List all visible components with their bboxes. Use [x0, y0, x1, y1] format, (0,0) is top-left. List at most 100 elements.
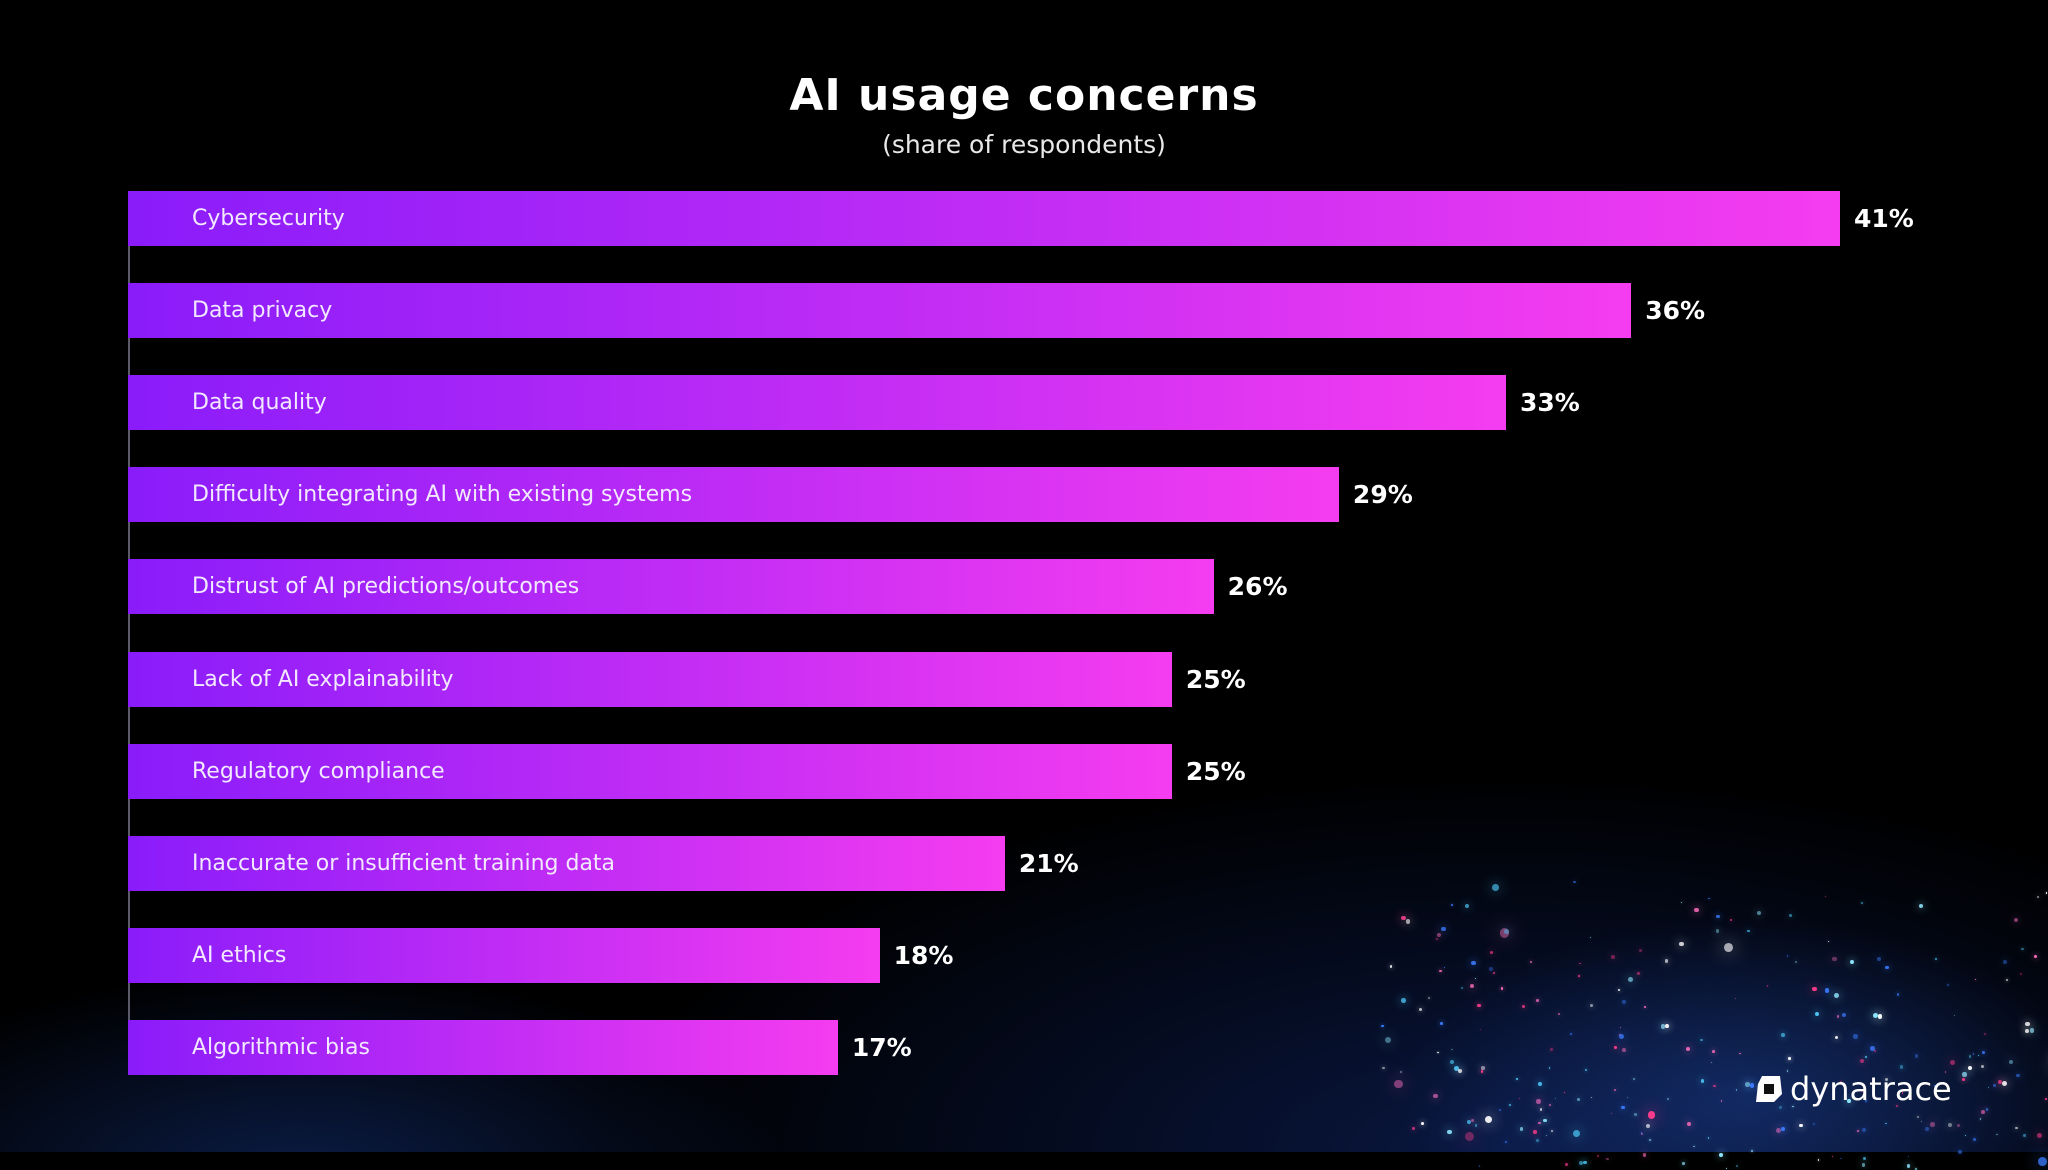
particle: [1611, 1113, 1613, 1115]
particle: [2002, 960, 2007, 964]
particle: [1660, 1024, 1665, 1029]
particle: [1464, 903, 1469, 908]
particle: [1557, 1012, 1560, 1015]
particle: [1839, 1081, 1842, 1084]
particle: [1747, 929, 1751, 933]
particle: [1841, 1013, 1846, 1018]
particle: [1584, 1068, 1587, 1071]
particle: [1529, 960, 1532, 963]
particle: [1543, 1118, 1547, 1123]
particle: [1508, 1103, 1511, 1106]
bar: [128, 743, 1172, 799]
particle: [1579, 962, 1581, 965]
particle: [1611, 954, 1615, 959]
particle: [1788, 913, 1792, 918]
bar: [128, 927, 880, 983]
particle: [1870, 1046, 1875, 1051]
particle: [1433, 1094, 1438, 1099]
particle: [1491, 884, 1499, 891]
particle: [1619, 1026, 1622, 1029]
particle: [1885, 1077, 1889, 1081]
bar-category-label: Difficulty integrating AI with existing …: [192, 482, 693, 508]
particle: [1646, 1124, 1651, 1129]
particle: [1835, 1035, 1839, 1039]
particle: [1930, 1121, 1935, 1127]
particle: [1958, 1150, 1963, 1155]
particle: [1716, 914, 1720, 919]
particle: [1401, 915, 1406, 921]
particle: [1638, 948, 1642, 952]
particle: [1974, 979, 1976, 981]
particle: [1908, 1155, 1910, 1158]
particle: [1458, 1068, 1463, 1073]
bar-category-label: Inaccurate or insufficient training data: [192, 850, 616, 876]
particle: [1572, 880, 1576, 884]
particle: [1471, 1118, 1475, 1123]
particle: [1950, 1059, 1956, 1065]
logo-text: dynatrace: [1790, 1070, 1952, 1108]
particle: [1536, 1139, 1539, 1142]
bar-category-label: Algorithmic bias: [192, 1034, 370, 1060]
chart-title: AI usage concerns: [789, 70, 1259, 121]
particle: [1720, 1100, 1723, 1102]
bar-value-label: 36%: [1645, 296, 1706, 326]
particle: [1640, 1132, 1643, 1135]
particle: [1633, 1113, 1637, 1117]
particle: [1715, 929, 1720, 933]
particle: [1749, 1083, 1755, 1089]
particle: [1713, 1084, 1716, 1087]
particle: [1637, 972, 1640, 975]
bar: [128, 835, 1005, 891]
particle: [1984, 1033, 1987, 1035]
particle: [1474, 977, 1477, 980]
particle: [1590, 1004, 1594, 1008]
particle: [2002, 1081, 2007, 1087]
particle: [1665, 1023, 1669, 1028]
particle: [1549, 1103, 1552, 1106]
particle: [1799, 1123, 1803, 1128]
particle: [1997, 1079, 2003, 1084]
particle: [1550, 1047, 1554, 1051]
particle: [1699, 1038, 1703, 1042]
particle: [1707, 1136, 1710, 1139]
particle: [1439, 969, 1442, 973]
bar: [128, 191, 1840, 246]
particle: [1466, 1119, 1471, 1125]
particle: [1451, 1048, 1454, 1051]
particle: [1962, 1072, 1967, 1077]
particle: [1840, 1157, 1843, 1160]
particle: [1906, 1164, 1911, 1168]
bar-category-label: Lack of AI explainability: [192, 666, 454, 692]
particle: [1471, 961, 1476, 966]
particle: [1996, 1133, 1998, 1136]
particle: [1734, 998, 1736, 1000]
particle: [1499, 928, 1510, 938]
particle: [1475, 1124, 1478, 1127]
particle: [1685, 1046, 1690, 1052]
particle: [1693, 1145, 1695, 1148]
particle: [1862, 1163, 1866, 1167]
particle: [1679, 941, 1685, 947]
particle: [1836, 1015, 1840, 1018]
particle: [1919, 904, 1924, 909]
chart-subtitle: (share of respondents): [882, 130, 1166, 159]
particle: [1956, 1124, 1961, 1128]
particle: [1436, 932, 1442, 938]
particle: [1411, 1127, 1415, 1131]
particle: [1480, 1070, 1483, 1073]
particle: [1381, 1025, 1384, 1028]
particle: [1766, 985, 1769, 987]
particle: [1981, 1110, 1985, 1114]
particle: [2036, 1133, 2042, 1139]
bar-value-label: 21%: [1018, 848, 1079, 878]
particle: [1814, 1011, 1819, 1016]
particle: [1712, 1049, 1716, 1053]
particle: [1597, 1155, 1600, 1157]
particle: [1633, 1077, 1636, 1081]
particle: [1719, 1153, 1723, 1158]
particle: [1992, 1083, 1996, 1087]
particle: [1577, 1097, 1581, 1101]
particle: [1627, 976, 1633, 982]
particle: [1454, 1066, 1459, 1071]
particle: [1440, 1022, 1443, 1026]
